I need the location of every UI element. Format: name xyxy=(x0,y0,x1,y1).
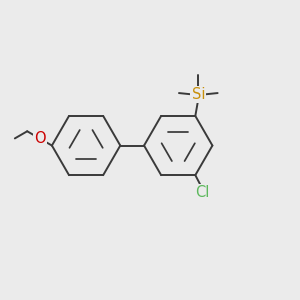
Text: Cl: Cl xyxy=(196,185,210,200)
Text: Si: Si xyxy=(191,87,205,102)
Text: O: O xyxy=(34,131,45,146)
